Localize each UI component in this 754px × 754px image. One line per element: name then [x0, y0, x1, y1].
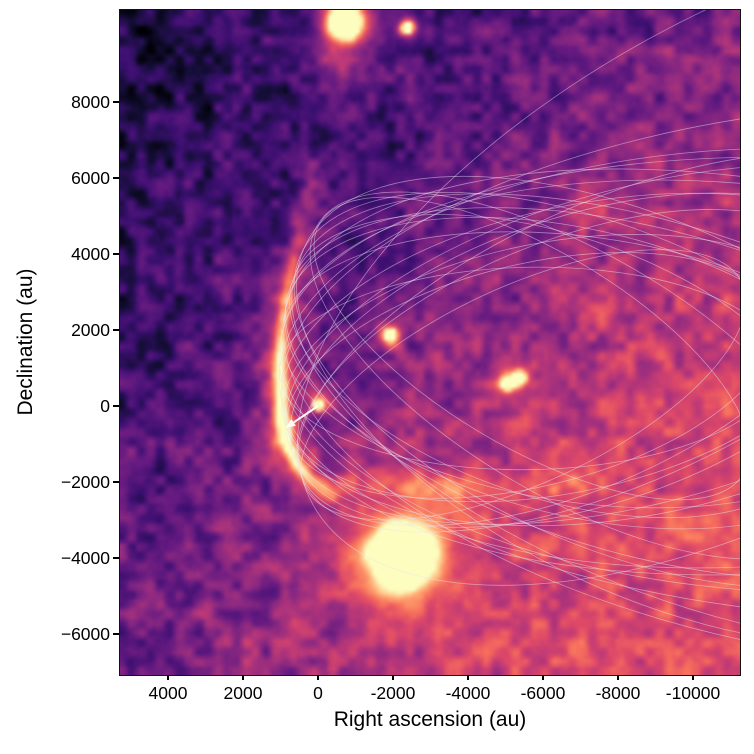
plot-frame: [119, 9, 741, 676]
orbit-overlay: [278, 10, 740, 667]
orbit-ellipse: [278, 156, 740, 620]
orbit-ellipse: [279, 266, 740, 471]
orbit-ellipse: [280, 231, 740, 509]
y-tick-mark: [113, 329, 119, 331]
y-tick-mark: [113, 481, 119, 483]
orbit-ellipse: [297, 152, 740, 533]
orbit-ellipse: [280, 192, 740, 527]
y-tick-label: 4000: [71, 244, 110, 264]
x-tick-mark: [317, 675, 319, 680]
y-axis-label: Declination (au): [14, 268, 37, 416]
x-axis-label: Right ascension (au): [333, 708, 527, 731]
y-tick-label: −4000: [60, 548, 110, 568]
arrow-head: [285, 419, 296, 428]
y-tick-label: 2000: [71, 320, 110, 340]
y-tick-mark: [113, 177, 119, 179]
orbit-ellipse: [297, 10, 740, 586]
orbit-ellipse: [283, 234, 740, 503]
y-tick-mark: [113, 253, 119, 255]
proper-motion-arrow: [285, 405, 319, 428]
x-tick-label: -2000: [370, 683, 416, 703]
orbit-ellipse: [289, 192, 740, 528]
x-tick-mark: [692, 675, 694, 680]
x-tick-mark: [167, 675, 169, 680]
orbit-ellipse: [296, 175, 740, 645]
orbit-ellipses: [278, 10, 740, 667]
y-tick-label: 6000: [71, 168, 110, 188]
y-tick-mark: [113, 101, 119, 103]
x-tick-label: -6000: [520, 683, 566, 703]
orbit-ellipse: [280, 101, 740, 576]
x-tick-mark: [467, 675, 469, 680]
y-tick-label: 0: [100, 396, 110, 416]
orbit-ellipse: [286, 252, 740, 499]
orbit-ellipse: [285, 207, 740, 580]
orbit-ellipse: [313, 196, 740, 501]
orbit-ellipse: [300, 249, 740, 521]
orbit-ellipse: [309, 191, 740, 560]
orbit-ellipse: [284, 216, 740, 530]
x-tick-label: 4000: [148, 683, 188, 703]
y-tick-mark: [113, 633, 119, 635]
orbit-ellipse: [278, 147, 740, 569]
x-tick-mark: [242, 675, 244, 680]
orbit-ellipse: [293, 192, 740, 588]
x-tick-label: -10000: [665, 683, 721, 703]
x-tick-label: -8000: [595, 683, 641, 703]
orbit-ellipse: [282, 168, 740, 667]
y-tick-mark: [113, 557, 119, 559]
x-tick-mark: [617, 675, 619, 680]
x-tick-label: 2000: [223, 683, 263, 703]
y-tick-label: 8000: [71, 92, 110, 112]
y-tick-label: −2000: [60, 472, 110, 492]
x-tick-mark: [392, 675, 394, 680]
x-tick-label: 0: [313, 683, 323, 703]
arrow-shaft: [293, 405, 319, 424]
orbit-ellipse: [284, 164, 740, 525]
y-tick-mark: [113, 405, 119, 407]
x-tick-mark: [542, 675, 544, 680]
y-tick-label: −6000: [60, 624, 110, 644]
orbit-ellipse: [291, 193, 740, 649]
x-tick-label: -4000: [445, 683, 491, 703]
sky-image: [120, 10, 740, 675]
orbit-ellipse: [289, 214, 740, 519]
